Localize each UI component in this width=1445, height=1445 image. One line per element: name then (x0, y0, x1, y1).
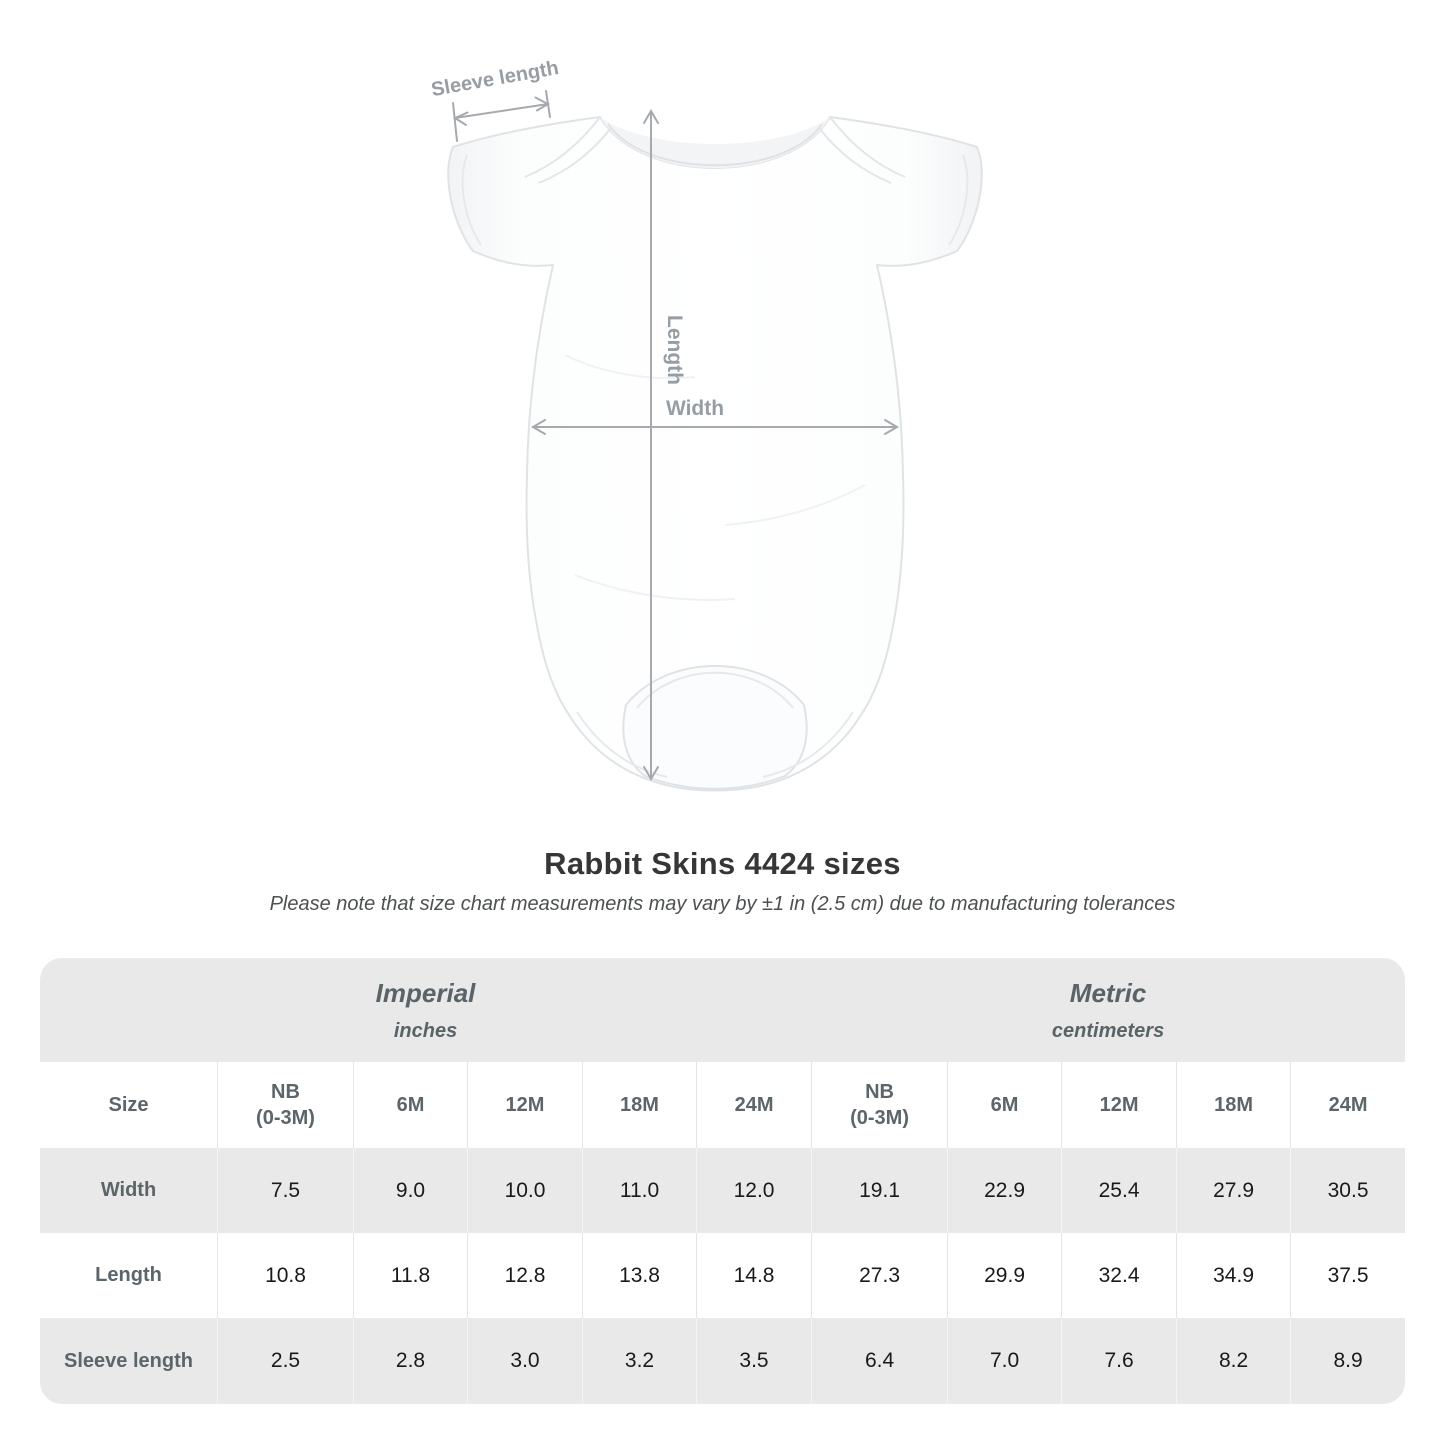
arrowhead-down (643, 766, 659, 781)
size-value-cell: 3.5 (696, 1318, 812, 1404)
sleeve-cuff-seams (461, 154, 969, 246)
width-label: Width (666, 397, 724, 420)
size-value-cell: 27.9 (1176, 1148, 1291, 1233)
size-value-cell: 19.1 (811, 1148, 948, 1233)
sleeve-length-dimension-line (452, 90, 551, 142)
arrowhead-right (884, 419, 899, 435)
size-value-cell: 34.9 (1176, 1233, 1291, 1318)
size-column-header: NB (0-3M) (811, 1062, 948, 1148)
width-dimension-line (531, 419, 899, 435)
onesie-diagram-svg: Sleeve length Length Width (430, 57, 983, 792)
onesie-body-outline (447, 116, 983, 792)
size-header: Size (40, 1062, 217, 1148)
size-column-header: 24M (1290, 1062, 1406, 1148)
size-value-cell: 37.5 (1290, 1233, 1406, 1318)
metric-band-title: Metric (1069, 977, 1147, 1008)
table-row: Sleeve length 2.5 2.8 3.0 3.2 3.5 6.4 7.0 7.6 8.2… (40, 1318, 1406, 1404)
page-title: Rabbit Skins 4424 sizes (544, 846, 901, 881)
size-column-header: 18M (1176, 1062, 1291, 1148)
size-value-cell: 7.6 (1061, 1318, 1177, 1404)
sleeve-length-label: Sleeve length (430, 57, 561, 101)
size-column-header: NB (0-3M) (217, 1062, 353, 1148)
extension-tick-right (545, 90, 551, 118)
size-value-cell: 10.0 (467, 1148, 582, 1233)
imperial-band-title: Imperial (375, 977, 476, 1008)
arrowhead-left (452, 111, 469, 126)
size-value-cell: 8.9 (1290, 1318, 1406, 1404)
size-column-header: 18M (582, 1062, 696, 1148)
size-value-cell: 13.8 (582, 1233, 696, 1318)
size-value-cell: 30.5 (1290, 1148, 1406, 1233)
metric-band: Metric centimeters (811, 958, 1406, 1062)
size-value-cell: 2.8 (353, 1318, 467, 1404)
extension-tick-left (452, 102, 458, 142)
size-table: Imperial inches Metric centimeters Size … (40, 958, 1406, 1404)
size-value-cell: 11.0 (582, 1148, 696, 1233)
size-value-cell: 22.9 (947, 1148, 1062, 1233)
size-value-cell: 14.8 (696, 1233, 812, 1318)
dimension-annotations (452, 90, 899, 781)
leg-binding-seams (576, 711, 854, 778)
unit-band-row: Imperial inches Metric centimeters (40, 958, 1406, 1062)
page-subtitle: Please note that size chart measurements… (269, 893, 1176, 915)
size-column-header: 12M (1061, 1062, 1177, 1148)
size-value-cell: 9.0 (353, 1148, 467, 1233)
size-value-cell: 11.8 (353, 1233, 467, 1318)
size-value-cell: 12.8 (467, 1233, 582, 1318)
size-column-header: 12M (467, 1062, 582, 1148)
fabric-wrinkles (564, 354, 866, 601)
size-column-header: 6M (353, 1062, 467, 1148)
imperial-band-sublabel: inches (393, 1019, 458, 1042)
size-value-cell: 6.4 (811, 1318, 948, 1404)
table-row: Length 10.8 11.8 12.8 13.8 14.8 27.3 29.9 32.4 34… (40, 1233, 1406, 1318)
left-shoulder-flap-seam (524, 116, 612, 184)
neckband (600, 117, 830, 168)
size-value-cell: 7.5 (217, 1148, 353, 1233)
size-value-cell: 12.0 (696, 1148, 812, 1233)
table-row: Width 7.5 9.0 10.0 11.0 12.0 19.1 22.9 25.4 27.9 3… (40, 1148, 1406, 1233)
row-label: Length (40, 1233, 217, 1318)
size-value-cell: 10.8 (217, 1233, 353, 1318)
right-shoulder-flap-seam (818, 116, 906, 184)
size-value-cell: 25.4 (1061, 1148, 1177, 1233)
crotch-flap-stitch (636, 671, 794, 709)
size-value-cell: 3.2 (582, 1318, 696, 1404)
size-value-cell: 2.5 (217, 1318, 353, 1404)
length-label: Length (663, 315, 686, 385)
length-dimension-line (643, 109, 659, 781)
arrowhead-up (643, 109, 659, 124)
imperial-band: Imperial inches (40, 958, 812, 1062)
size-column-header: 24M (696, 1062, 812, 1148)
size-value-cell: 32.4 (1061, 1233, 1177, 1318)
onesie-size-diagram: Sleeve length Length Width (425, 55, 1025, 815)
size-column-header: 6M (947, 1062, 1062, 1148)
size-value-cell: 29.9 (947, 1233, 1062, 1318)
onesie-garment (447, 116, 983, 792)
size-value-cell: 7.0 (947, 1318, 1062, 1404)
size-value-cell: 3.0 (467, 1318, 582, 1404)
row-label: Sleeve length (40, 1318, 217, 1404)
size-value-cell: 8.2 (1176, 1318, 1291, 1404)
metric-band-sublabel: centimeters (1051, 1019, 1165, 1042)
neckband-stitch (607, 123, 823, 167)
crotch-flap (622, 665, 808, 790)
arrowhead-left (531, 419, 546, 435)
size-header-row: Size NB (0-3M) 6M 12M 18M 24M NB (0-3M) 6M 12M 18M… (40, 1062, 1406, 1148)
row-label: Width (40, 1148, 217, 1233)
size-value-cell: 27.3 (811, 1233, 948, 1318)
